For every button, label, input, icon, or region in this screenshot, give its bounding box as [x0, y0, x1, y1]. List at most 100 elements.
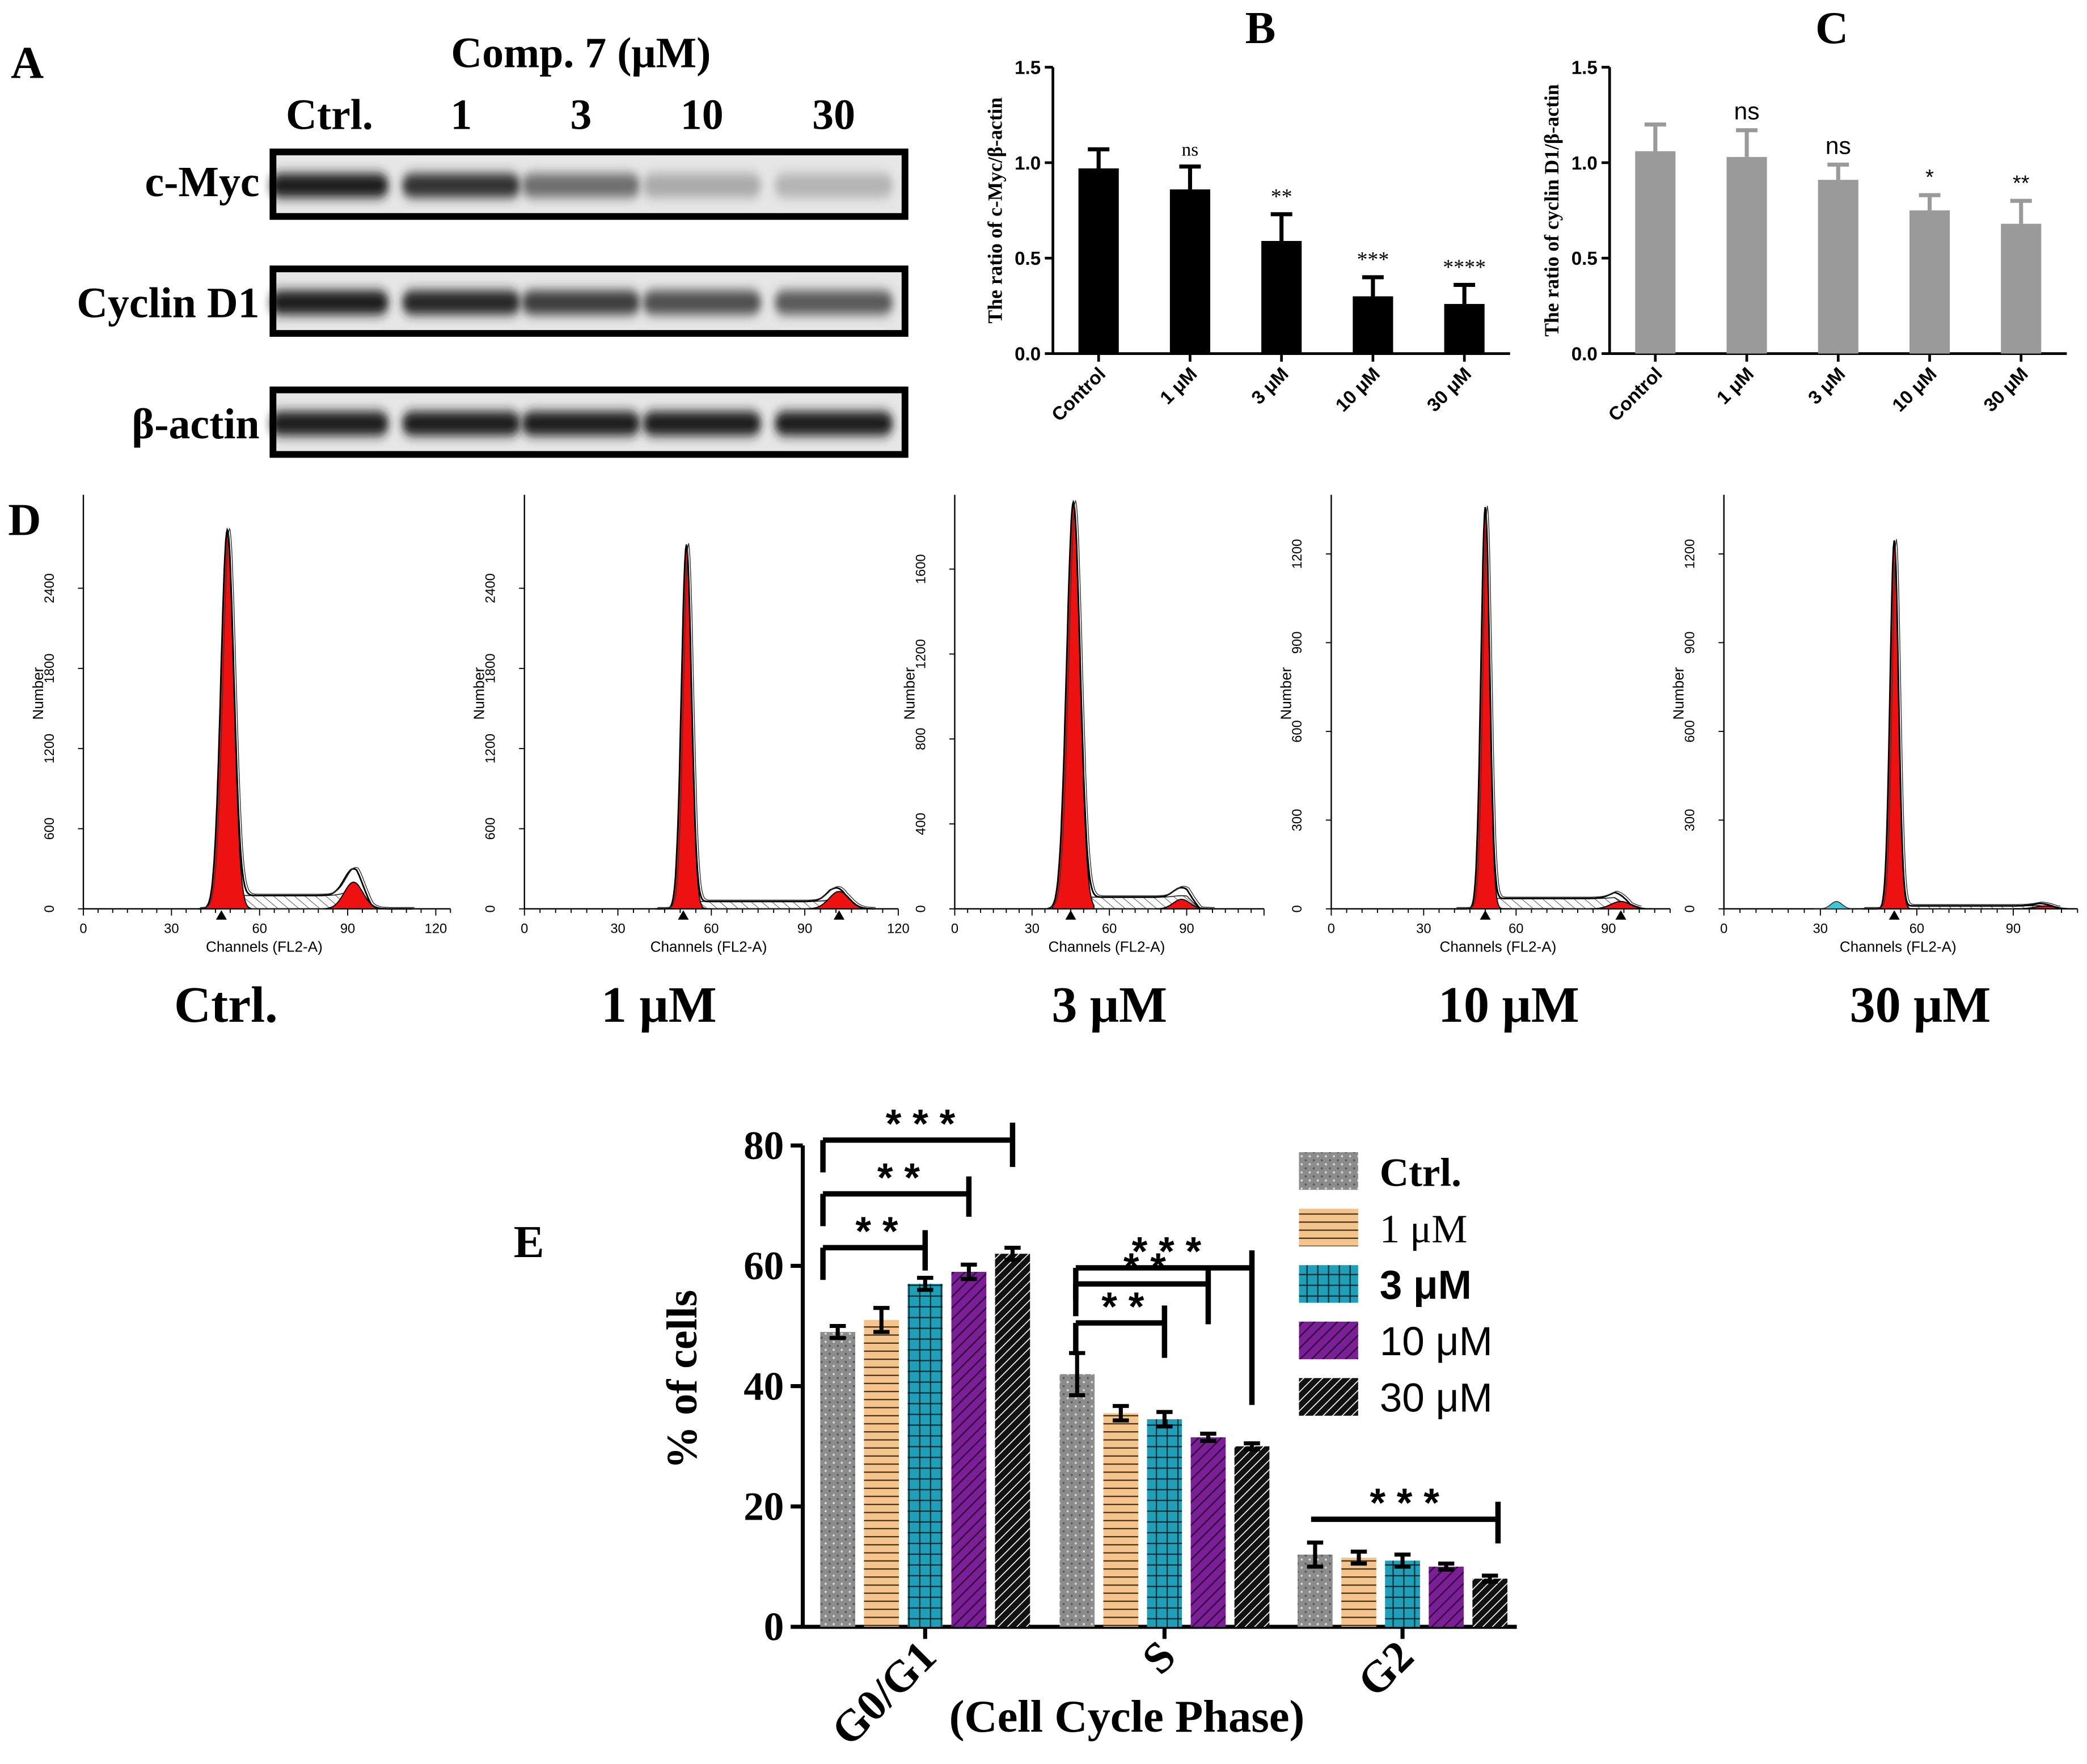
y-tick-label: 900 — [1683, 632, 1698, 654]
g1-peak — [203, 532, 252, 910]
y-tick-label: 600 — [1683, 720, 1698, 743]
y-tick-label: 80 — [743, 1124, 784, 1168]
legend-swatch — [1299, 1378, 1358, 1416]
x-tick-label: 60 — [252, 922, 267, 937]
x-tick-label: 1 μM — [1156, 363, 1202, 409]
y-tick-label: 1200 — [914, 639, 928, 669]
y-tick-label: 1200 — [1683, 539, 1698, 569]
y-tick-label: 800 — [914, 727, 928, 750]
blot-strip-frame — [269, 386, 909, 458]
y-tick-label: 1800 — [484, 653, 498, 683]
blot-band — [402, 411, 521, 436]
panel-letter-d: D — [8, 495, 41, 545]
x-axis-title: (Cell Cycle Phase) — [949, 1691, 1305, 1742]
bar — [864, 1319, 899, 1627]
total-fit-curve — [1047, 500, 1213, 910]
x-tick-label: 30 — [164, 922, 179, 937]
x-tick-label: S — [1133, 1631, 1185, 1683]
x-tick-label: Control — [1047, 363, 1110, 426]
x-tick-label: 10 μM — [1889, 363, 1941, 416]
x-axis-title: Channels (FL2-A) — [206, 938, 323, 955]
y-tick-label: 0 — [764, 1605, 784, 1649]
x-tick-label: 0 — [1720, 922, 1727, 937]
significance-bracket: * * — [820, 1209, 928, 1280]
y-tick-label: 1600 — [914, 554, 928, 584]
y-tick-label: 60 — [743, 1244, 784, 1288]
bar — [820, 1332, 856, 1627]
y-tick-label: 0.5 — [1015, 248, 1041, 269]
blot-header: Comp. 7 (μM) — [451, 29, 711, 77]
y-tick-label: 2400 — [43, 573, 57, 603]
blot-band — [270, 173, 389, 198]
y-axis-title: Number — [1670, 667, 1687, 720]
y-tick-label: 1800 — [43, 653, 57, 683]
lane-label: 30 — [812, 91, 855, 139]
y-tick-label: 400 — [914, 813, 928, 835]
g1-peak — [661, 548, 712, 910]
legend-label: 30 μM — [1380, 1376, 1493, 1421]
y-axis-title: % of cells — [658, 1290, 706, 1469]
significance-bracket: * * — [820, 1156, 972, 1226]
total-fit-curve — [1862, 540, 2059, 910]
data-curve — [657, 543, 876, 908]
total-fit-curve — [198, 527, 412, 910]
y-tick-label: 40 — [743, 1364, 784, 1408]
x-tick-label: 90 — [2006, 922, 2021, 937]
x-axis-title: Channels (FL2-A) — [1439, 938, 1556, 955]
data-curve — [1864, 539, 2061, 908]
significance-label: * * — [1101, 1284, 1144, 1329]
x-axis-title: Channels (FL2-A) — [650, 938, 767, 955]
blot-band — [643, 290, 762, 315]
significance-label: **** — [1443, 255, 1486, 279]
significance-label: * * * — [1132, 1229, 1202, 1274]
lane-label: Ctrl. — [286, 91, 373, 139]
bar — [1078, 168, 1119, 354]
histogram-caption: 1 μM — [601, 977, 717, 1033]
panel-letter-b: B — [1245, 3, 1276, 53]
x-tick-label: 90 — [340, 922, 355, 937]
cell-cycle-chart: 0 20 40 60 80 % of cells G0/G1 S G2 (Cell Cycle P… — [658, 1102, 1517, 1755]
blot-band — [521, 173, 640, 198]
x-tick-label: 90 — [1601, 922, 1616, 937]
significance-bracket: * * — [1073, 1284, 1168, 1358]
x-tick-label: 30 μM — [1423, 363, 1476, 416]
y-tick-label: 900 — [1290, 632, 1305, 654]
flow-cytometry-panel: 0 30 60 90 1200600120018002400NumberChannels… — [29, 494, 2078, 1033]
blot-row-label: β-actin — [132, 400, 259, 448]
significance-bracket: * * * — [1073, 1229, 1255, 1405]
legend-label: Ctrl. — [1380, 1150, 1461, 1195]
x-tick-label: 30 — [1416, 922, 1431, 937]
significance-bracket: * * * — [1311, 1481, 1501, 1544]
peak-marker — [216, 910, 227, 920]
x-tick-label: 30 — [1813, 922, 1828, 937]
blot-strip-frame — [269, 149, 909, 220]
y-tick-label: 300 — [1290, 809, 1305, 832]
y-axis-title: Number — [29, 667, 47, 720]
blot-band — [521, 411, 640, 436]
bar — [1059, 1374, 1095, 1627]
x-tick-label: 30 — [610, 922, 625, 937]
x-tick-label: 60 — [1102, 922, 1117, 937]
bar — [1726, 156, 1767, 354]
histogram-caption: 3 μM — [1051, 977, 1167, 1033]
significance-label: *** — [1357, 248, 1389, 272]
bar — [2001, 223, 2042, 354]
histogram-plot: 0 30 60 90 1200600120018002400NumberChannels… — [29, 494, 451, 1033]
g1-peak — [1460, 512, 1510, 910]
cyclin-d1-ratio-chart: 0.0 0.5 1.0 1.5 The ratio of cyclin D1/β-act… — [1540, 57, 2067, 426]
panel-letter-c: C — [1815, 3, 1848, 53]
bar — [1444, 304, 1485, 354]
histogram-plot: 0 30 60 90 1200600120018002400NumberChannels… — [471, 494, 910, 1033]
y-axis-title: Number — [901, 667, 918, 720]
y-axis-title: The ratio of cyclin D1/β-actin — [1540, 84, 1563, 336]
bar — [1261, 240, 1302, 354]
bar — [1190, 1437, 1226, 1627]
significance-label: * * — [877, 1156, 920, 1200]
bar — [1385, 1560, 1420, 1627]
y-tick-label: 0.0 — [1571, 344, 1598, 365]
blot-row-label: c-Myc — [145, 158, 259, 206]
bar — [1234, 1446, 1270, 1627]
x-tick-label: 0 — [1328, 922, 1335, 937]
y-tick-label: 0 — [1683, 905, 1698, 912]
